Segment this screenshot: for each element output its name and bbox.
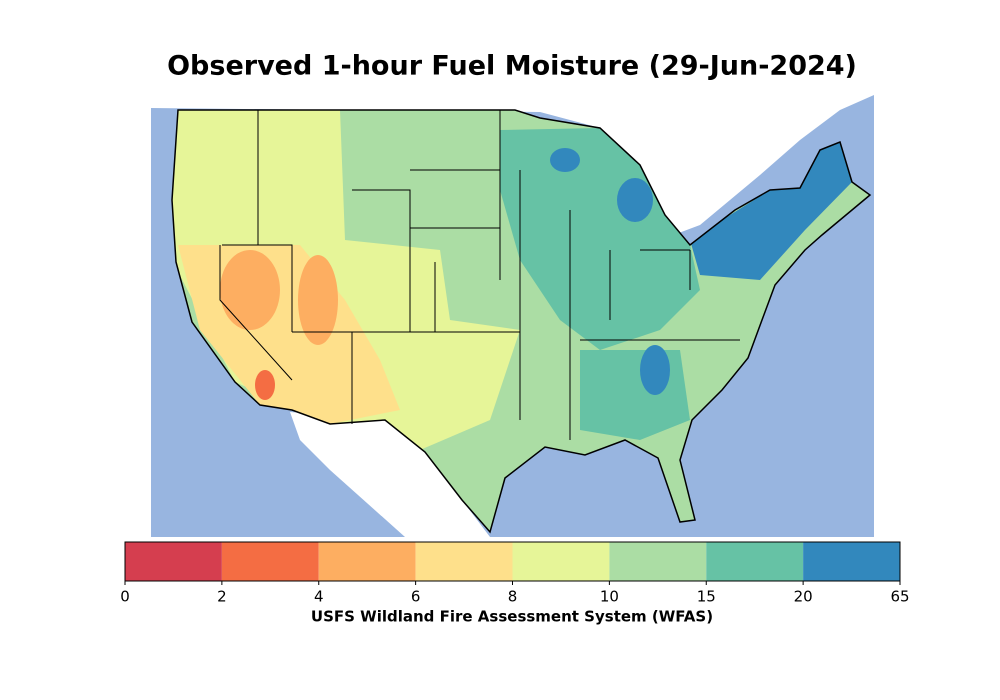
- colorbar: 0 2 4 6 8 10 15 20 65: [120, 541, 910, 606]
- colorbar-tick-label: 20: [794, 588, 813, 606]
- colorbar-segment: [803, 542, 900, 581]
- colorbar-segment: [415, 542, 513, 581]
- map: [151, 84, 874, 537]
- colorbar-segment: [318, 542, 416, 581]
- canada: [151, 84, 874, 240]
- state-borders: [219, 110, 740, 440]
- colorbar-tick-label: 65: [890, 588, 909, 606]
- colorbar-label: USFS Wildland Fire Assessment System (WF…: [311, 608, 713, 626]
- colorbar-segment: [512, 542, 610, 581]
- colorbar-tick-label: 4: [314, 588, 324, 606]
- colorbar-segment: [706, 542, 804, 581]
- colorbar-tick-label: 2: [217, 588, 227, 606]
- colorbar-tick-label: 15: [697, 588, 716, 606]
- colorbar-tick-label: 0: [120, 588, 130, 606]
- colorbar-tick-label: 10: [600, 588, 619, 606]
- colorbar-tick-label: 8: [508, 588, 518, 606]
- colorbar-segment: [221, 542, 319, 581]
- mexico: [290, 412, 490, 537]
- colorbar-segment: [125, 542, 222, 581]
- map-title: Observed 1-hour Fuel Moisture (29-Jun-20…: [167, 51, 857, 82]
- colorbar-segment: [609, 542, 707, 581]
- colorbar-tick-label: 6: [411, 588, 421, 606]
